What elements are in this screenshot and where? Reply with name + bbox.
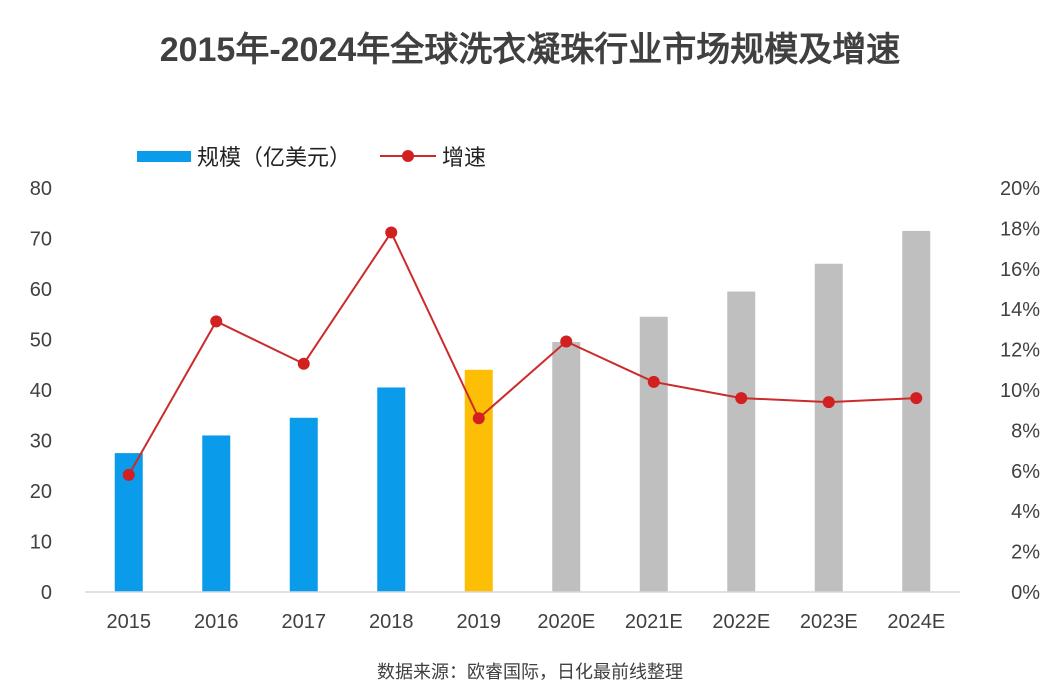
x-tick-label: 2019 [457,611,502,633]
y-right-tick-label: 10% [1000,380,1040,402]
bar [639,316,668,592]
growth-point [297,357,310,370]
legend-bar-swatch [137,150,191,162]
growth-point [210,315,223,328]
legend-label-scale: 规模（亿美元） [197,145,352,170]
growth-point [560,335,573,348]
bar [727,291,756,592]
bar [902,230,931,593]
legend-item-growth: 增速 [380,140,486,172]
y-left-tick-label: 60 [30,279,52,301]
y-right-tick-label: 14% [1000,299,1040,321]
bar [289,417,318,592]
legend-line-swatch [380,150,436,162]
bar [464,369,493,592]
legend-item-scale: 规模（亿美元） [137,140,351,172]
y-right-tick-label: 6% [1011,461,1040,483]
y-right-tick-label: 18% [1000,218,1040,240]
x-tick-label: 2020E [537,611,595,633]
chart-source: 数据来源：欧睿国际，日化最前线整理 [377,662,683,682]
x-tick-label: 2022E [712,611,770,633]
y-right-tick-label: 0% [1011,582,1040,604]
y-left-tick-label: 10 [30,532,52,554]
growth-point [647,375,660,388]
y-left-tick-label: 30 [30,431,52,453]
y-right-tick-label: 20% [1000,178,1040,200]
bar [814,263,843,592]
y-right-tick-label: 16% [1000,259,1040,281]
growth-point [910,392,923,405]
y-left-tick-label: 0 [41,582,52,604]
bar [377,387,406,592]
bar [202,435,231,592]
y-left-tick-label: 50 [30,330,52,352]
growth-point [122,468,135,481]
x-tick-label: 2023E [800,611,858,633]
x-tick-label: 2016 [194,611,239,633]
y-left-tick-label: 40 [30,380,52,402]
x-tick-label: 2015 [107,611,152,633]
growth-point [822,396,835,409]
growth-point [385,226,398,239]
legend-label-growth: 增速 [442,145,487,170]
y-left-tick-label: 80 [30,178,52,200]
growth-line [127,230,917,476]
y-right-tick-label: 4% [1011,501,1040,523]
y-left-tick-label: 70 [30,229,52,251]
x-tick-label: 2017 [282,611,327,633]
x-tick-label: 2021E [625,611,683,633]
growth-point [472,412,485,425]
y-right-tick-label: 2% [1011,542,1040,564]
y-left-tick-label: 20 [30,481,52,503]
growth-point [735,392,748,405]
x-tick-label: 2024E [887,611,945,633]
y-right-tick-label: 8% [1011,420,1040,442]
x-tick-label: 2018 [369,611,414,633]
y-right-tick-label: 12% [1000,340,1040,362]
bar [552,342,581,592]
chart-title: 2015年-2024年全球洗衣凝珠行业市场规模及增速 [159,31,901,69]
